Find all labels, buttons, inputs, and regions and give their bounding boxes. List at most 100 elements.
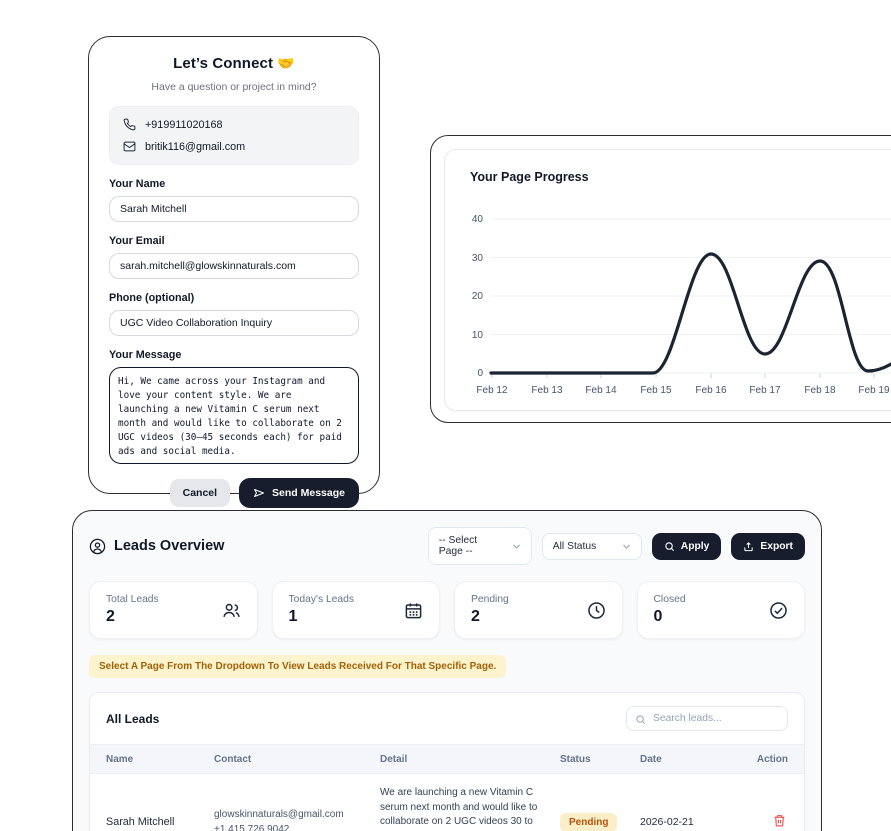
all-leads-title: All Leads xyxy=(106,711,160,726)
email-field[interactable] xyxy=(109,253,359,279)
leads-table-header: Name Contact Detail Status Date Action xyxy=(90,744,804,774)
page-progress-card: Your Page Progress xyxy=(444,149,891,411)
page-select-value: -- Select Page -- xyxy=(438,535,478,557)
stat-label: Pending xyxy=(471,594,509,605)
progress-line-chart: 40 30 20 10 0 Feb 12 Feb 13 Feb 14 Feb 1… xyxy=(472,214,891,396)
table-row: Sarah Mitchell glowskinnaturals@gmail.co… xyxy=(90,774,804,831)
leads-title-wrap: Leads Overview xyxy=(89,538,224,555)
phone-icon xyxy=(123,118,136,131)
xtick-feb15: Feb 15 xyxy=(640,385,672,396)
chevron-down-icon xyxy=(622,544,630,549)
col-detail: Detail xyxy=(380,753,408,765)
stat-value: 2 xyxy=(106,608,115,625)
xtick-feb19: Feb 19 xyxy=(858,385,890,396)
ytick-10: 10 xyxy=(472,330,484,341)
col-contact: Contact xyxy=(214,753,252,765)
contact-email-value: britik116@gmail.com xyxy=(145,140,246,153)
lead-detail: We are launching a new Vitamin C serum n… xyxy=(380,787,538,831)
status-badge: Pending xyxy=(560,813,618,831)
status-select[interactable]: All Status xyxy=(541,532,642,560)
col-name: Name xyxy=(106,753,134,765)
send-message-label: Send Message xyxy=(272,487,345,499)
check-circle-icon xyxy=(770,601,787,619)
xtick-feb17: Feb 17 xyxy=(749,385,781,396)
col-status: Status xyxy=(560,753,591,765)
stat-card-closed: Closed 0 xyxy=(636,581,805,639)
status-select-value: All Status xyxy=(552,540,597,552)
email-field-label: Your Email xyxy=(109,235,165,247)
ytick-30: 30 xyxy=(472,253,484,264)
stats-row: Total Leads 2 Today's Leads 1 Pending 2 xyxy=(89,581,805,639)
handshake-emoji-icon: 🤝 xyxy=(277,55,295,71)
ytick-20: 20 xyxy=(472,291,484,302)
clock-icon xyxy=(587,601,605,619)
send-message-button[interactable]: Send Message xyxy=(239,478,359,508)
all-leads-card: All Leads Name Contact Detail Status Dat… xyxy=(89,692,805,831)
page-progress-panel: Your Page Progress xyxy=(430,135,891,423)
form-title: Let’s Connect 🤝 xyxy=(109,55,359,72)
xtick-feb14: Feb 14 xyxy=(585,385,617,396)
users-icon xyxy=(222,603,240,617)
contact-email-row: britik116@gmail.com xyxy=(123,140,345,153)
leads-controls: -- Select Page -- All Status Apply Expor… xyxy=(427,527,805,565)
phone-field[interactable] xyxy=(109,310,359,336)
mail-icon xyxy=(123,141,136,152)
leads-overview-panel: Leads Overview -- Select Page -- All Sta… xyxy=(72,510,822,831)
xtick-feb16: Feb 16 xyxy=(695,385,727,396)
lead-contact-email: glowskinnaturals@gmail.com xyxy=(214,809,344,821)
lead-name: Sarah Mitchell xyxy=(106,816,175,829)
search-icon xyxy=(665,541,674,551)
select-page-notice: Select A Page From The Dropdown To View … xyxy=(89,655,507,678)
search-wrap xyxy=(626,706,788,731)
xtick-feb13: Feb 13 xyxy=(531,385,563,396)
contact-phone-value: +919911020168 xyxy=(145,118,223,131)
export-button[interactable]: Export xyxy=(731,532,805,560)
contact-info-box: +919911020168 britik116@gmail.com xyxy=(109,106,359,165)
stat-card-todays-leads: Today's Leads 1 xyxy=(271,581,440,639)
ytick-0: 0 xyxy=(477,368,483,379)
ytick-40: 40 xyxy=(472,214,484,225)
search-leads-input[interactable] xyxy=(626,706,788,731)
message-field-label: Your Message xyxy=(109,349,182,361)
lead-contact: glowskinnaturals@gmail.com +1 415 726 90… xyxy=(214,807,372,831)
stat-label: Total Leads xyxy=(106,594,159,605)
name-field[interactable] xyxy=(109,196,359,222)
message-textarea[interactable]: Hi, We came across your Instagram and lo… xyxy=(109,367,359,464)
stat-card-pending: Pending 2 xyxy=(454,581,623,639)
chart-title: Your Page Progress xyxy=(470,170,589,184)
user-circle-icon xyxy=(89,538,106,554)
phone-field-label: Phone (optional) xyxy=(109,292,195,304)
all-leads-head: All Leads xyxy=(90,693,804,744)
page-select[interactable]: -- Select Page -- xyxy=(427,527,532,565)
paper-plane-icon xyxy=(254,489,265,497)
stat-card-total-leads: Total Leads 2 xyxy=(89,581,258,639)
col-action: Action xyxy=(756,753,788,765)
lead-date: 2026-02-21 xyxy=(640,816,694,829)
form-subtitle: Have a question or project in mind? xyxy=(151,81,317,93)
stat-value: 0 xyxy=(653,608,663,625)
search-icon xyxy=(636,715,645,724)
apply-button[interactable]: Apply xyxy=(651,532,722,560)
lead-status-cell: Pending xyxy=(560,812,632,831)
stat-value: 1 xyxy=(288,608,298,625)
export-label: Export xyxy=(760,540,793,552)
lead-action-cell xyxy=(740,812,788,831)
cancel-button[interactable]: Cancel xyxy=(169,479,231,507)
stat-label: Closed xyxy=(653,594,686,605)
lead-contact-phone: +1 415 726 9042 xyxy=(214,824,290,831)
xtick-feb18: Feb 18 xyxy=(804,385,836,396)
contact-form-card: Let’s Connect 🤝 Have a question or proje… xyxy=(88,36,380,508)
form-actions: Cancel Send Message xyxy=(109,478,359,508)
export-icon xyxy=(744,541,754,551)
trash-icon xyxy=(774,815,785,827)
stat-label: Today's Leads xyxy=(288,594,355,605)
apply-label: Apply xyxy=(680,540,710,552)
delete-lead-button[interactable] xyxy=(771,812,788,831)
stat-value: 2 xyxy=(471,608,480,625)
contact-phone-row: +919911020168 xyxy=(123,118,345,131)
xtick-feb12: Feb 12 xyxy=(476,385,508,396)
leads-header: Leads Overview -- Select Page -- All Sta… xyxy=(89,527,805,565)
leads-title: Leads Overview xyxy=(114,538,225,554)
calendar-icon xyxy=(405,602,422,618)
